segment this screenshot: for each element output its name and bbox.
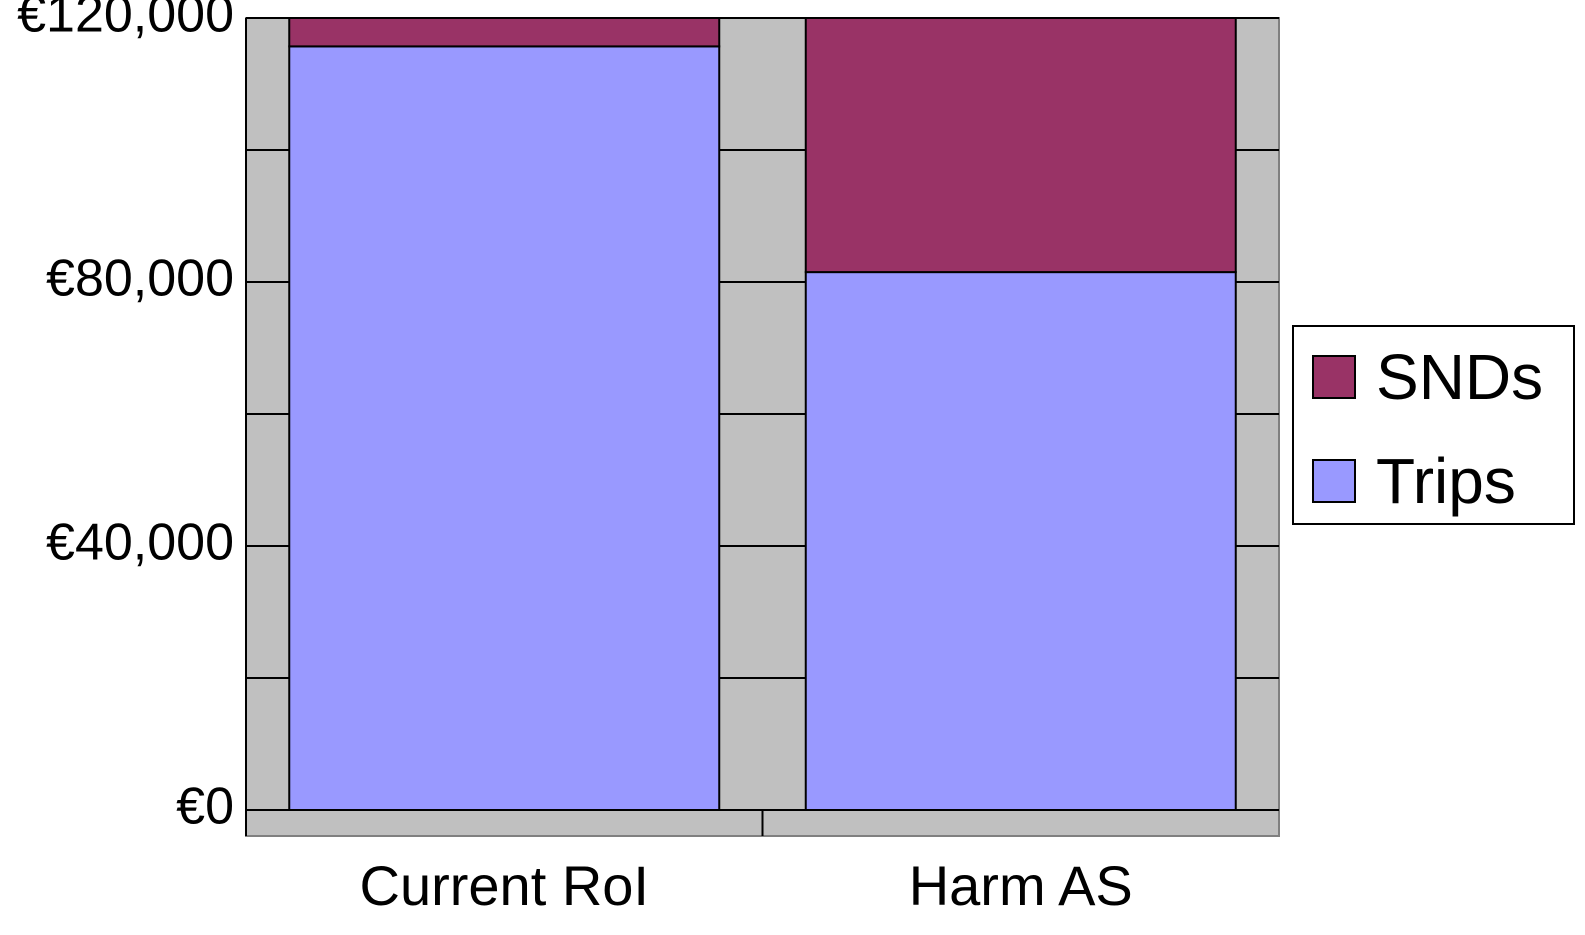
y-tick-label: €80,000 <box>46 250 234 308</box>
legend-item-snds: SNDs <box>1312 341 1544 413</box>
legend: SNDs Trips <box>1292 325 1575 525</box>
x-tick-label: Current RoI <box>360 854 649 917</box>
y-tick-label: €120,000 <box>17 0 234 44</box>
legend-label-trips: Trips <box>1376 445 1516 517</box>
legend-label-snds: SNDs <box>1376 341 1544 413</box>
bar-trips-0 <box>288 45 721 811</box>
y-tick-label: €40,000 <box>46 514 234 572</box>
bar-snds-0 <box>288 17 721 48</box>
legend-swatch-trips <box>1312 459 1356 503</box>
legend-swatch-snds <box>1312 355 1356 399</box>
y-tick-label: €0 <box>176 778 234 836</box>
bar-snds-1 <box>804 17 1237 274</box>
legend-item-trips: Trips <box>1312 445 1516 517</box>
bar-trips-1 <box>804 271 1237 812</box>
x-tick-label: Harm AS <box>909 854 1133 917</box>
